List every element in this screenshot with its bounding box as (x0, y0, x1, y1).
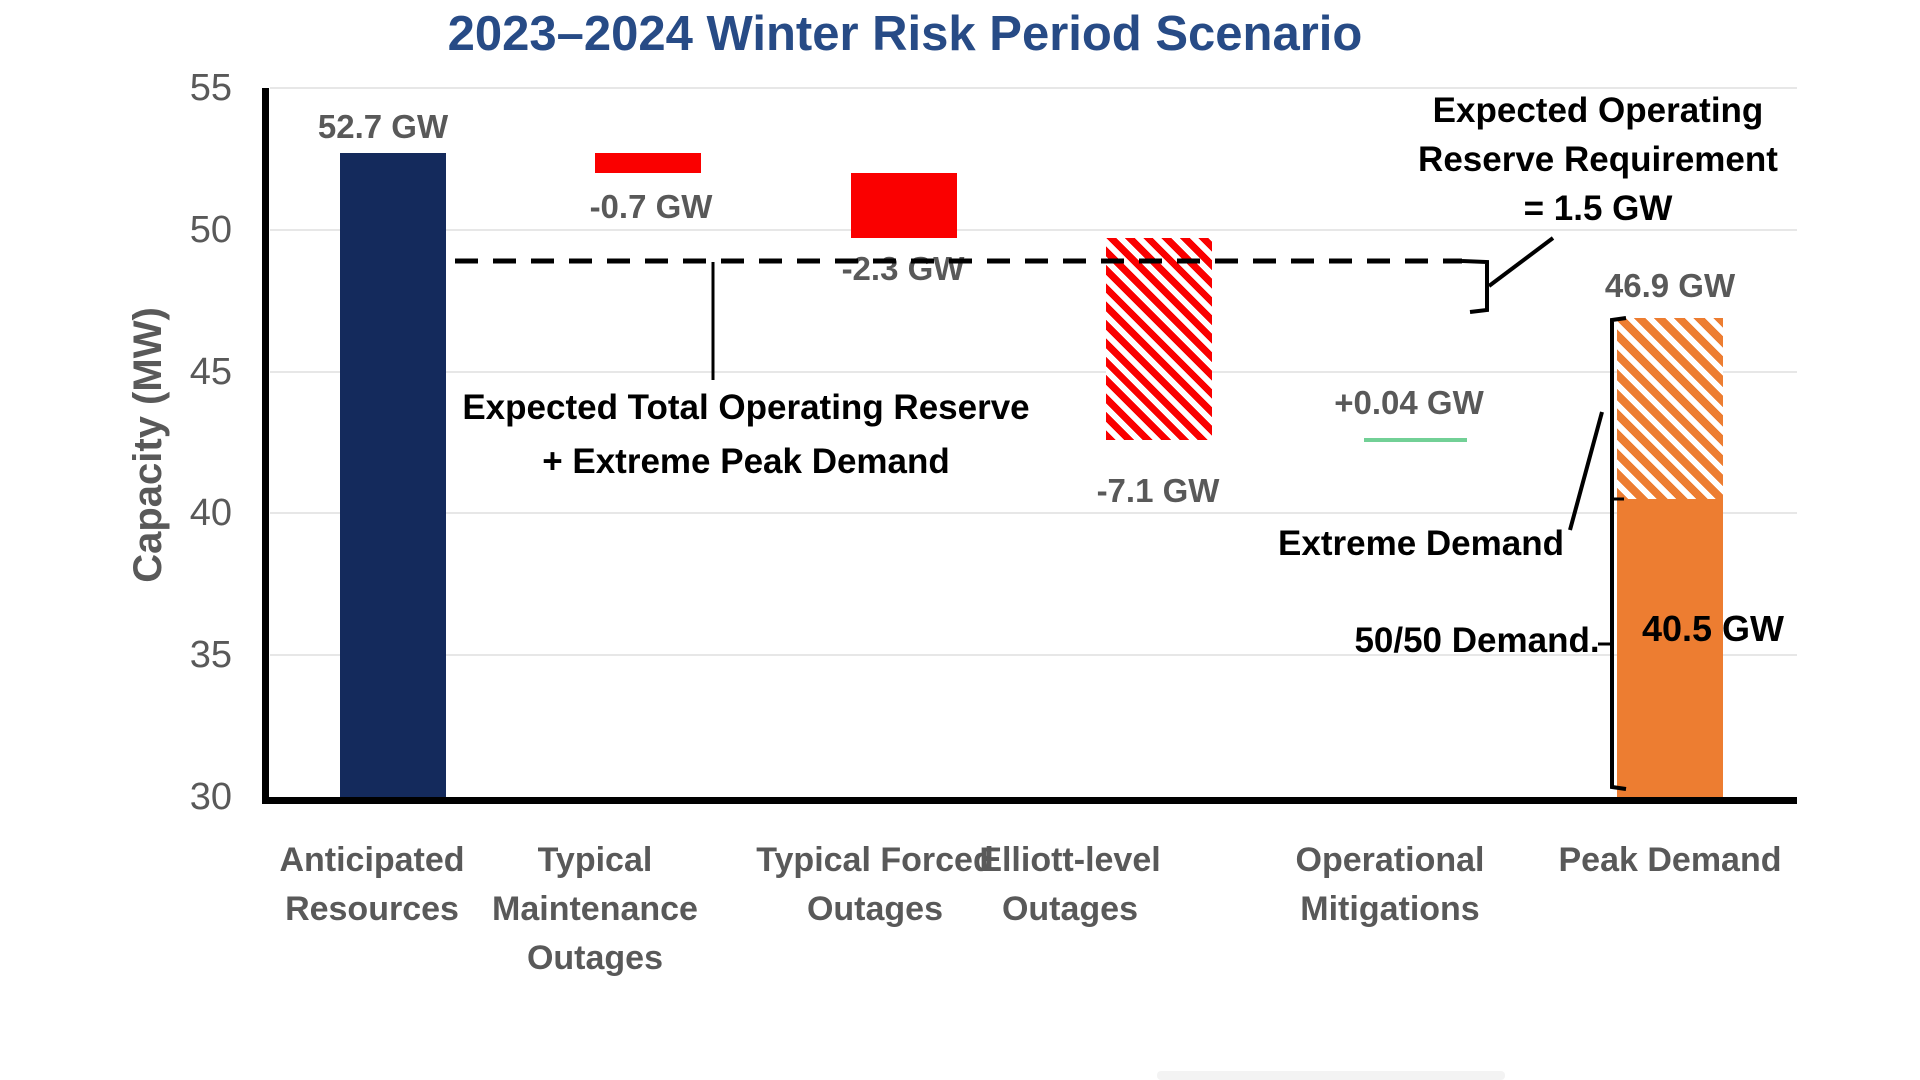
y-gridline (270, 512, 1797, 515)
y-tick-label: 30 (189, 776, 232, 818)
y-tick-label: 45 (189, 350, 232, 393)
x-label-anticipated-resources: Anticipated Resources (279, 841, 465, 928)
reserve-requirement-bracket (1461, 259, 1489, 314)
bar-peak-demand-5050-segment (1617, 499, 1723, 797)
value-label-peak-5050: 40.5 GW (1641, 608, 1785, 649)
y-tick-label: 40 (189, 492, 232, 535)
reserve-requirement-pointer-line (1487, 236, 1555, 288)
annotation-extreme-demand: Extreme Demand (1278, 524, 1564, 563)
bar-elliott-level-outages (1106, 238, 1212, 440)
bottom-right-strip (1157, 1071, 1505, 1080)
annotation-operating-reserve-requirement: Expected Operating Reserve Requirement =… (1418, 91, 1778, 228)
x-label-peak-demand: Peak Demand (1558, 841, 1782, 879)
x-label-operational-mitigations: Operational Mitigations (1295, 841, 1485, 928)
x-axis-line (262, 797, 1797, 804)
annotation-5050-demand: 50/50 Demand. (1354, 621, 1600, 660)
value-label-peak-extreme: 46.9 GW (1604, 267, 1736, 304)
value-label-mitigations: +0.04 GW (1334, 384, 1484, 421)
y-tick-label: 35 (189, 634, 232, 677)
bar-typical-maintenance-outages (595, 153, 701, 174)
annotation-reserve-plus-demand: Expected Total Operating Reserve + Extre… (462, 388, 1030, 481)
bar-anticipated-resources (340, 153, 446, 797)
x-label-typical-forced: Typical Forced Outages (756, 841, 994, 928)
chart-title: 2023–2024 Winter Risk Period Scenario (447, 7, 1363, 61)
y-gridline (270, 654, 1797, 657)
bar-operational-mitigations (1364, 437, 1467, 442)
bar-typical-forced-outages (851, 173, 957, 239)
y-tick-label: 55 (189, 67, 232, 109)
y-gridline (270, 87, 1797, 89)
y-axis-label: Capacity (MW) (126, 307, 170, 583)
y-tick-label: 50 (189, 208, 232, 251)
value-label-maintenance: -0.7 GW (589, 188, 713, 225)
x-label-typical-maintenance: Typical Maintenance Outages (492, 841, 698, 977)
x-label-elliott-level: Elliott-level Outages (979, 841, 1161, 928)
value-label-anticipated: 52.7 GW (317, 108, 449, 145)
value-label-forced: -2.3 GW (841, 250, 965, 287)
y-gridline (270, 370, 1797, 373)
y-axis-line (262, 88, 269, 804)
bar-peak-demand-extreme-segment (1617, 317, 1723, 500)
value-label-elliott: -7.1 GW (1096, 472, 1220, 509)
y-gridline (270, 228, 1797, 231)
